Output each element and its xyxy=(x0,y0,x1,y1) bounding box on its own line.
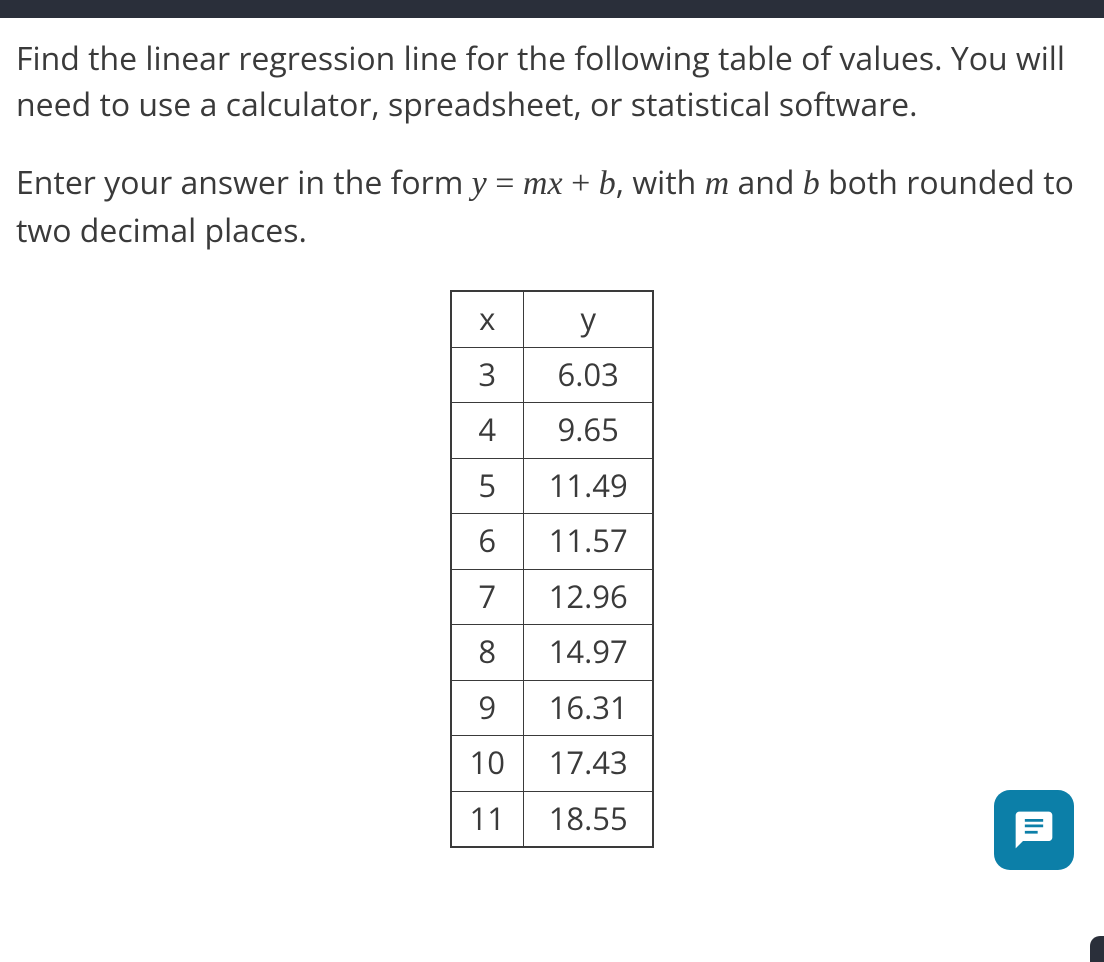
table-header-x: x xyxy=(451,291,524,347)
table-header-row: x y xyxy=(451,291,654,347)
table-cell-y: 9.65 xyxy=(523,403,653,459)
table-cell-y: 18.55 xyxy=(523,791,653,847)
table-header-y: y xyxy=(523,291,653,347)
equation-y: y xyxy=(472,165,487,202)
equation-eq: = xyxy=(487,165,523,202)
instruction-mid: , with xyxy=(616,161,705,204)
data-table: x y 36.0349.65511.49611.57712.96814.9791… xyxy=(450,290,655,848)
table-cell-y: 11.57 xyxy=(523,514,653,570)
question-paragraph-1: Find the linear regression line for the … xyxy=(16,36,1088,129)
partial-corner-element xyxy=(1090,936,1104,962)
top-nav-bar xyxy=(0,0,1104,18)
table-row: 511.49 xyxy=(451,458,654,514)
equation-b: b xyxy=(599,165,616,202)
table-wrapper: x y 36.0349.65511.49611.57712.96814.9791… xyxy=(16,290,1088,848)
question-paragraph-2: Enter your answer in the form y = mx + b… xyxy=(16,159,1088,255)
table-cell-x: 7 xyxy=(451,569,524,625)
table-cell-y: 11.49 xyxy=(523,458,653,514)
table-row: 36.03 xyxy=(451,347,654,403)
table-row: 611.57 xyxy=(451,514,654,570)
table-cell-y: 16.31 xyxy=(523,680,653,736)
table-cell-x: 11 xyxy=(451,791,524,847)
table-cell-x: 9 xyxy=(451,680,524,736)
table-body: 36.0349.65511.49611.57712.96814.97916.31… xyxy=(451,347,654,847)
table-cell-y: 6.03 xyxy=(523,347,653,403)
table-row: 49.65 xyxy=(451,403,654,459)
chat-button[interactable] xyxy=(994,790,1074,870)
table-cell-x: 6 xyxy=(451,514,524,570)
instruction-and: and xyxy=(729,161,803,204)
question-content: Find the linear regression line for the … xyxy=(0,18,1104,848)
table-row: 814.97 xyxy=(451,625,654,681)
table-row: 916.31 xyxy=(451,680,654,736)
equation-mx: mx xyxy=(523,165,563,202)
table-cell-y: 14.97 xyxy=(523,625,653,681)
table-row: 712.96 xyxy=(451,569,654,625)
table-cell-x: 4 xyxy=(451,403,524,459)
table-row: 1118.55 xyxy=(451,791,654,847)
table-cell-y: 12.96 xyxy=(523,569,653,625)
table-cell-y: 17.43 xyxy=(523,736,653,792)
table-row: 1017.43 xyxy=(451,736,654,792)
equation-plus: + xyxy=(563,165,599,202)
instruction-prefix: Enter your answer in the form xyxy=(16,161,472,204)
table-cell-x: 10 xyxy=(451,736,524,792)
table-cell-x: 3 xyxy=(451,347,524,403)
table-cell-x: 5 xyxy=(451,458,524,514)
var-m: m xyxy=(705,165,730,202)
var-b: b xyxy=(803,165,820,202)
table-cell-x: 8 xyxy=(451,625,524,681)
chat-icon xyxy=(1012,808,1056,852)
